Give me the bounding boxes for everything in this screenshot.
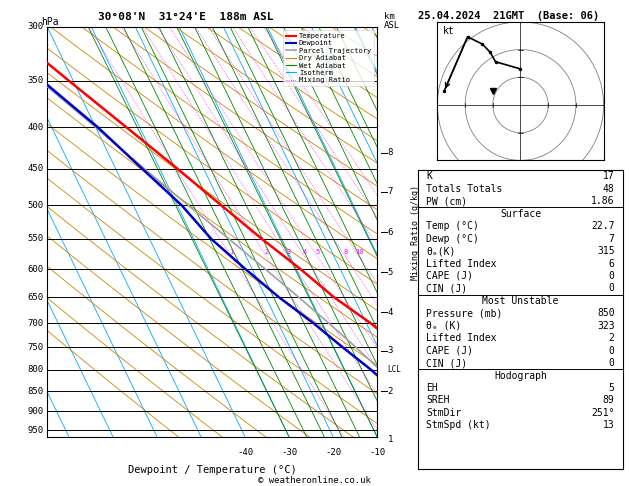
Text: 2: 2 <box>387 387 393 396</box>
Text: © weatheronline.co.uk: © weatheronline.co.uk <box>258 476 371 485</box>
Text: Lifted Index: Lifted Index <box>426 333 497 343</box>
Text: 850: 850 <box>597 308 615 318</box>
Text: 251°: 251° <box>591 408 615 418</box>
Text: Surface: Surface <box>500 208 541 219</box>
Text: 8: 8 <box>344 249 348 255</box>
Text: 13: 13 <box>603 420 615 431</box>
Text: -30: -30 <box>281 448 298 457</box>
Text: 550: 550 <box>27 234 43 243</box>
Text: 800: 800 <box>27 365 43 375</box>
Text: 0: 0 <box>609 358 615 368</box>
Text: -40: -40 <box>237 448 253 457</box>
Text: Mixing Ratio (g/kg): Mixing Ratio (g/kg) <box>411 185 420 279</box>
Text: 6: 6 <box>387 228 393 237</box>
Text: 6: 6 <box>609 259 615 268</box>
Text: -10: -10 <box>369 448 386 457</box>
Text: 7: 7 <box>387 188 393 196</box>
Text: Totals Totals: Totals Totals <box>426 184 503 194</box>
Text: 850: 850 <box>27 387 43 396</box>
Text: 950: 950 <box>27 426 43 434</box>
Text: 7: 7 <box>609 234 615 243</box>
Text: 1: 1 <box>387 435 393 444</box>
Text: CIN (J): CIN (J) <box>426 358 467 368</box>
Text: Temp (°C): Temp (°C) <box>426 221 479 231</box>
Text: 89: 89 <box>603 396 615 405</box>
Text: Dewp (°C): Dewp (°C) <box>426 234 479 243</box>
Text: 2: 2 <box>609 333 615 343</box>
Text: Dewpoint / Temperature (°C): Dewpoint / Temperature (°C) <box>128 465 297 475</box>
Text: 1.86: 1.86 <box>591 196 615 206</box>
Text: 48: 48 <box>603 184 615 194</box>
Text: 300: 300 <box>27 22 43 31</box>
Text: 0: 0 <box>609 346 615 356</box>
Text: PW (cm): PW (cm) <box>426 196 467 206</box>
Text: Most Unstable: Most Unstable <box>482 296 559 306</box>
Text: EH: EH <box>426 383 438 393</box>
Text: 350: 350 <box>27 76 43 85</box>
Text: 10: 10 <box>355 249 364 255</box>
Text: 600: 600 <box>27 265 43 274</box>
Text: 25.04.2024  21GMT  (Base: 06): 25.04.2024 21GMT (Base: 06) <box>418 11 599 21</box>
Text: 22.7: 22.7 <box>591 221 615 231</box>
Text: ASL: ASL <box>384 21 400 30</box>
Text: 4: 4 <box>303 249 307 255</box>
Text: K: K <box>426 172 432 181</box>
Text: 400: 400 <box>27 123 43 132</box>
Text: 5: 5 <box>316 249 320 255</box>
Text: 1: 1 <box>230 249 233 255</box>
Text: StmDir: StmDir <box>426 408 462 418</box>
Text: 3: 3 <box>387 346 393 355</box>
Text: 8: 8 <box>387 148 393 157</box>
Text: 3: 3 <box>287 249 291 255</box>
Legend: Temperature, Dewpoint, Parcel Trajectory, Dry Adiabat, Wet Adiabat, Isotherm, Mi: Temperature, Dewpoint, Parcel Trajectory… <box>283 30 374 86</box>
Text: Pressure (mb): Pressure (mb) <box>426 308 503 318</box>
Text: 700: 700 <box>27 319 43 328</box>
Text: 323: 323 <box>597 321 615 331</box>
Text: 5: 5 <box>387 268 393 277</box>
Text: 0: 0 <box>609 283 615 294</box>
Text: θₑ (K): θₑ (K) <box>426 321 462 331</box>
Text: 30°08'N  31°24'E  188m ASL: 30°08'N 31°24'E 188m ASL <box>98 12 274 22</box>
Text: 2: 2 <box>265 249 269 255</box>
Text: 17: 17 <box>603 172 615 181</box>
Text: Hodograph: Hodograph <box>494 371 547 381</box>
Text: CAPE (J): CAPE (J) <box>426 271 474 281</box>
Text: 4: 4 <box>387 308 393 316</box>
Text: 5: 5 <box>609 383 615 393</box>
Text: 500: 500 <box>27 201 43 210</box>
Text: CIN (J): CIN (J) <box>426 283 467 294</box>
Text: 0: 0 <box>609 271 615 281</box>
Text: 315: 315 <box>597 246 615 256</box>
Text: SREH: SREH <box>426 396 450 405</box>
Text: StmSpd (kt): StmSpd (kt) <box>426 420 491 431</box>
Text: 750: 750 <box>27 343 43 352</box>
Text: LCL: LCL <box>387 365 401 375</box>
Text: hPa: hPa <box>41 17 58 27</box>
Text: θₑ(K): θₑ(K) <box>426 246 456 256</box>
Text: kt: kt <box>442 26 454 36</box>
Text: 900: 900 <box>27 407 43 416</box>
Text: -20: -20 <box>325 448 342 457</box>
Text: CAPE (J): CAPE (J) <box>426 346 474 356</box>
Text: km: km <box>384 12 394 21</box>
Text: Lifted Index: Lifted Index <box>426 259 497 268</box>
Text: 450: 450 <box>27 164 43 173</box>
Text: 650: 650 <box>27 293 43 302</box>
